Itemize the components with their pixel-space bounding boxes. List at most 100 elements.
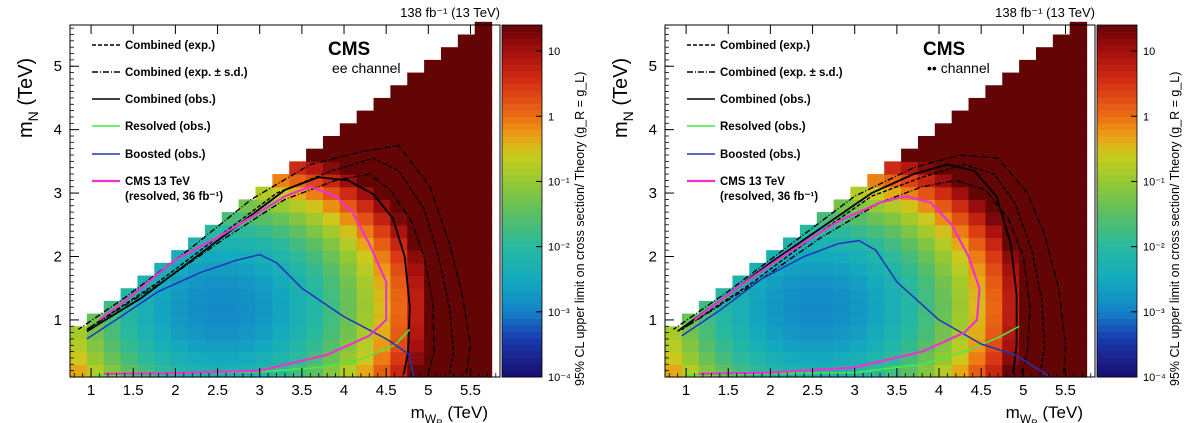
heatmap-cell xyxy=(766,338,784,353)
heatmap-cell xyxy=(985,326,1003,340)
colorbar-segment xyxy=(502,272,542,280)
heatmap-cell xyxy=(255,326,273,340)
heatmap-cell xyxy=(1069,262,1088,277)
heatmap-cell xyxy=(373,161,391,175)
heatmap-cell xyxy=(238,199,257,213)
heatmap-cell xyxy=(1019,186,1037,201)
colorbar-segment xyxy=(1097,155,1137,163)
heatmap-cell xyxy=(306,326,324,340)
colorbar-segment xyxy=(502,246,542,254)
heatmap-cell xyxy=(1069,288,1088,302)
heatmap-cell xyxy=(356,199,375,213)
heatmap-cell xyxy=(373,148,391,162)
heatmap-cell xyxy=(474,174,493,188)
colorbar-segment xyxy=(502,142,542,150)
heatmap-cell xyxy=(917,212,936,226)
heatmap-cell xyxy=(238,300,257,315)
heatmap-cell xyxy=(306,148,324,162)
heatmap-cell xyxy=(424,110,442,124)
heatmap-cell xyxy=(171,351,189,365)
heatmap-cell xyxy=(390,338,408,353)
colorbar-segment xyxy=(1097,272,1137,280)
curve-cms-2016-resolved xyxy=(693,195,981,375)
heatmap-cell xyxy=(850,326,868,340)
heatmap-cell xyxy=(339,262,358,277)
heatmap-cell xyxy=(306,212,324,226)
heatmap-cell xyxy=(238,288,257,302)
heatmap-cell xyxy=(390,186,408,201)
heatmap-cell xyxy=(171,313,189,327)
heatmap-cell xyxy=(816,351,835,365)
heatmap-cell xyxy=(255,351,273,365)
heatmap-cell xyxy=(917,275,936,289)
heatmap-cell xyxy=(985,237,1003,251)
colorbar-segment xyxy=(502,344,542,352)
heatmap-cell xyxy=(951,288,970,302)
heatmap-cell xyxy=(951,313,970,327)
colorbar-tick-label: 10⁻² xyxy=(1143,242,1165,254)
heatmap-cell xyxy=(407,224,425,239)
heatmap-cell xyxy=(474,161,493,175)
heatmap-cell xyxy=(474,275,493,289)
heatmap-cell xyxy=(917,326,936,340)
heatmap-cell xyxy=(1035,275,1054,289)
heatmap-cell xyxy=(120,364,139,378)
heatmap-cell xyxy=(373,288,391,302)
heatmap-cell xyxy=(951,300,970,315)
heatmap-cell xyxy=(1052,250,1071,264)
heatmap-cell xyxy=(985,135,1003,150)
heatmap-cell xyxy=(867,313,885,327)
heatmap-cell xyxy=(833,224,852,239)
heatmap-cell xyxy=(1002,313,1020,327)
heatmap-cell xyxy=(204,224,223,239)
heatmap-cell xyxy=(732,313,750,327)
heatmap-cell xyxy=(272,262,290,277)
heatmap-cell xyxy=(103,364,122,378)
colorbar-segment xyxy=(1097,90,1137,98)
heatmap-cell xyxy=(322,237,341,251)
heatmap-cell xyxy=(783,288,801,302)
heatmap-cell xyxy=(968,199,986,213)
y-tick-label: 2 xyxy=(54,248,62,265)
heatmap-cell xyxy=(424,212,442,226)
heatmap-cell xyxy=(289,161,307,175)
heatmap-cell xyxy=(1002,300,1020,315)
heatmap-cell xyxy=(390,288,408,302)
heatmap-cell xyxy=(407,148,425,162)
heatmap-cell xyxy=(272,326,290,340)
heatmap-cell xyxy=(732,338,750,353)
heatmap-cell xyxy=(749,326,767,340)
heatmap-cell xyxy=(1052,326,1071,340)
heatmap-cell xyxy=(766,351,784,365)
heatmap-cell xyxy=(440,174,459,188)
legend-label: Combined (obs.) xyxy=(125,94,216,106)
heatmap-cell xyxy=(272,237,290,251)
heatmap-cell xyxy=(867,174,885,188)
heatmap-cell xyxy=(1019,148,1037,162)
heatmap-cell xyxy=(1052,212,1071,226)
heatmap-cell xyxy=(850,224,868,239)
channel-label: •• channel xyxy=(927,60,990,76)
heatmap-cell xyxy=(934,275,953,289)
legend-label: Resolved (obs.) xyxy=(720,121,806,133)
heatmap-cell xyxy=(1052,47,1071,61)
heatmap-cell xyxy=(1002,275,1020,289)
heatmap-cell xyxy=(356,212,375,226)
left-chart-ee-channel: 1 1.5 2 2.5 3 3.5 4 4.5 5 5.5 1 2 3 4 5 mWR (TeV) mN (Te… xyxy=(15,5,587,423)
heatmap-cell xyxy=(120,326,139,340)
heatmap-cell xyxy=(1019,212,1037,226)
heatmap-cell xyxy=(1019,72,1037,86)
colorbar-tick-label: 10⁻¹ xyxy=(548,176,570,188)
heatmap-cell xyxy=(1019,59,1037,74)
heatmap-cell xyxy=(188,288,206,302)
heatmap-cell xyxy=(204,275,223,289)
heatmap-cell xyxy=(1035,174,1054,188)
heatmap-cell xyxy=(474,262,493,277)
heatmap-cell xyxy=(457,85,476,99)
colorbar-segment xyxy=(1097,350,1137,358)
legend-label: CMS 13 TeV xyxy=(125,176,190,188)
y-axis-title: mN (TeV) xyxy=(610,58,636,138)
heatmap-cell xyxy=(884,161,902,175)
colorbar-segment xyxy=(1097,103,1137,111)
heatmap-cell xyxy=(732,300,750,315)
